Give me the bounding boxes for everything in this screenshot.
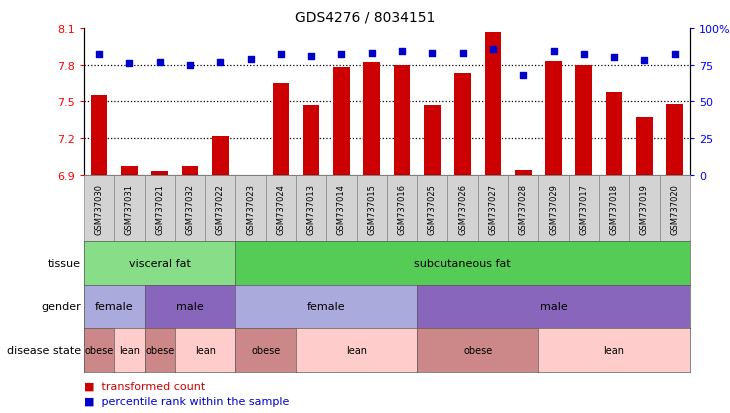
Text: subcutaneous fat: subcutaneous fat [414,258,511,268]
Text: GSM737019: GSM737019 [640,183,649,234]
Bar [84,176,114,242]
Text: GSM737016: GSM737016 [398,183,407,234]
Bar [174,176,205,242]
Point [123,61,135,67]
Point [305,53,317,60]
Bar [477,176,508,242]
Text: female: female [95,301,134,312]
Bar [151,172,168,176]
Bar [212,136,228,176]
Text: female: female [307,301,345,312]
Bar [387,176,418,242]
Bar [545,62,562,176]
Bar [326,176,356,242]
Text: GSM737020: GSM737020 [670,183,679,234]
Text: GSM737022: GSM737022 [216,183,225,234]
Text: GSM737028: GSM737028 [519,183,528,234]
Text: ■  percentile rank within the sample: ■ percentile rank within the sample [84,396,289,406]
Bar [659,176,690,242]
Bar [266,176,296,242]
Point [275,52,287,59]
Text: GSM737027: GSM737027 [488,183,497,234]
Text: obese: obese [251,345,280,355]
Point [608,55,620,62]
Text: visceral fat: visceral fat [128,258,191,268]
Text: GSM737025: GSM737025 [428,183,437,234]
Text: tissue: tissue [48,258,81,268]
Bar [606,93,623,176]
Point [548,49,559,56]
Text: male: male [539,301,567,312]
Bar [114,176,145,242]
Point [639,58,650,64]
Bar [508,176,538,242]
Text: obese: obese [463,345,493,355]
Text: lean: lean [346,345,367,355]
Bar [454,74,471,176]
Text: GSM737013: GSM737013 [307,183,315,234]
Bar [393,66,410,176]
Point [457,50,469,57]
Bar [205,176,235,242]
Point [669,52,680,59]
Text: male: male [176,301,204,312]
Bar [235,176,266,242]
Text: gender: gender [42,301,81,312]
Bar [629,176,659,242]
Text: disease state: disease state [7,345,81,355]
Bar [424,106,441,176]
Bar [599,176,629,242]
Text: GSM737015: GSM737015 [367,183,376,234]
Text: lean: lean [604,345,625,355]
Bar [538,176,569,242]
Point [154,59,166,66]
Bar [485,33,502,176]
Bar [515,171,531,176]
Point [336,52,347,59]
Text: lean: lean [119,345,140,355]
Bar [272,84,289,176]
Bar [333,68,350,176]
Point [487,46,499,53]
Bar [296,176,326,242]
Point [426,50,438,57]
Text: GSM737017: GSM737017 [580,183,588,234]
Bar [417,176,447,242]
Bar [121,167,138,176]
Bar [666,104,683,176]
Bar [145,176,174,242]
Point [578,52,590,59]
Text: GSM737023: GSM737023 [246,183,255,234]
Text: GSM737024: GSM737024 [277,183,285,234]
Bar [569,176,599,242]
Bar [356,176,387,242]
Bar [364,63,380,176]
Text: GSM737021: GSM737021 [155,183,164,234]
Text: lean: lean [195,345,215,355]
Point [396,49,408,56]
Text: GSM737014: GSM737014 [337,183,346,234]
Point [366,50,377,57]
Point [93,52,105,59]
Bar [636,118,653,176]
Text: obese: obese [145,345,174,355]
Text: GSM737030: GSM737030 [95,183,104,234]
Text: ■  transformed count: ■ transformed count [84,381,205,391]
Bar [91,96,107,176]
Bar [447,176,477,242]
Text: GDS4276 / 8034151: GDS4276 / 8034151 [295,10,435,24]
Point [518,73,529,79]
Bar [182,167,199,176]
Text: obese: obese [85,345,114,355]
Text: GSM737029: GSM737029 [549,183,558,234]
Point [245,57,256,63]
Text: GSM737032: GSM737032 [185,183,194,234]
Point [215,59,226,66]
Text: GSM737031: GSM737031 [125,183,134,234]
Text: GSM737026: GSM737026 [458,183,467,234]
Bar [303,106,320,176]
Text: GSM737018: GSM737018 [610,183,618,234]
Bar [575,66,592,176]
Point [184,62,196,69]
